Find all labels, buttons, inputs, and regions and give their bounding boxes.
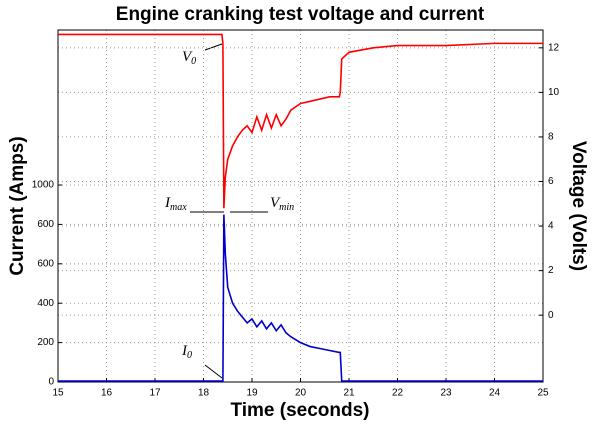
data-line (58, 214, 543, 382)
annotation-arrows (190, 43, 268, 379)
x-tick-label: 24 (489, 388, 501, 399)
x-tick-label: 15 (52, 388, 64, 399)
y-axis-label: Current (Amps) (7, 136, 28, 275)
annotation: V0 (182, 49, 196, 67)
x-tick-label: 18 (198, 388, 210, 399)
y-tick-label: 200 (37, 337, 54, 348)
y2-tick-label: 10 (548, 87, 560, 98)
data-line (58, 33, 543, 209)
y2-tick-label: 4 (548, 221, 554, 232)
annotation-sub: min (279, 202, 294, 213)
annotation-text: V (270, 195, 281, 211)
plot-frame (57, 29, 544, 383)
y2-tick-label: 2 (548, 265, 554, 276)
x-axis-label: Time (seconds) (230, 400, 369, 421)
y-tick-label: 600 (37, 258, 54, 269)
annotation: Vmin (270, 195, 294, 213)
y-tick-label: 0 (48, 377, 54, 388)
y2-axis-label: Voltage (Volts) (568, 141, 589, 271)
arrow (204, 364, 223, 379)
chart-title: Engine cranking test voltage and current (116, 4, 485, 25)
y-tick-label: 600 (37, 219, 54, 230)
y2-tick-label: 6 (548, 176, 554, 187)
y2-tick-label: 8 (548, 132, 554, 143)
x-tick-label: 25 (537, 388, 549, 399)
annotation-sub: 0 (187, 350, 192, 361)
annotation-text: I (164, 195, 171, 211)
annotation-text: V (182, 49, 193, 65)
annotation-sub: max (170, 202, 187, 213)
annotation-sub: 0 (191, 56, 196, 67)
x-tick-label: 21 (343, 388, 355, 399)
x-tick-label: 16 (101, 388, 113, 399)
annotation: I0 (181, 343, 192, 361)
x-tick-label: 20 (295, 388, 307, 399)
x-tick-label: 17 (149, 388, 161, 399)
annotation: Imax (164, 195, 187, 213)
y-tick-label: 1000 (32, 180, 55, 191)
y2-tick-label: 12 (548, 42, 560, 53)
y2-tick-label: 0 (548, 310, 554, 321)
arrow (204, 43, 223, 51)
annotation-text: I (181, 343, 188, 359)
x-tick-label: 23 (440, 388, 452, 399)
x-tick-label: 19 (246, 388, 258, 399)
y-tick-label: 400 (37, 298, 54, 309)
x-tick-label: 22 (392, 388, 404, 399)
